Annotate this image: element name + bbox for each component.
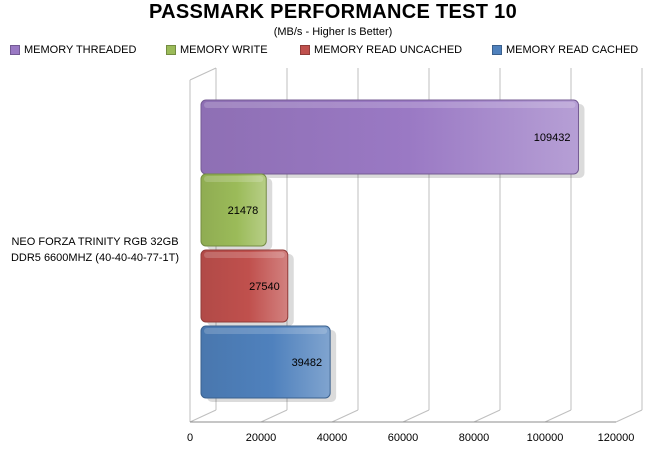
legend-item-memory-write: MEMORY WRITE — [166, 44, 268, 56]
data-label-memory-threaded: 109432 — [534, 132, 571, 144]
data-label-memory-read-cached: 39482 — [292, 357, 323, 369]
category-label-line-1: NEO FORZA TRINITY RGB 32GB — [11, 236, 179, 248]
x-tick-label: 60000 — [388, 432, 419, 444]
x-tick-label: 0 — [187, 432, 193, 444]
bar-highlight — [204, 252, 285, 258]
x-tick-label: 40000 — [317, 432, 348, 444]
x-tick-label: 120000 — [598, 432, 635, 444]
legend-label-memory-threaded: MEMORY THREADED — [24, 44, 137, 56]
gridline-depth — [260, 409, 288, 423]
legend-item-memory-threaded: MEMORY THREADED — [10, 44, 136, 56]
x-tick-label: 20000 — [246, 432, 277, 444]
labels-layer: 0 20000 40000 60000 80000 100000 120000 109432 2… — [187, 132, 634, 444]
legend-label-memory-write: MEMORY WRITE — [180, 44, 268, 56]
bar-memory-write — [200, 173, 267, 247]
legend-label-memory-read-uncached: MEMORY READ UNCACHED — [314, 44, 463, 56]
gridline-depth — [331, 409, 359, 423]
x-tick-label: 100000 — [527, 432, 564, 444]
gridline-depth — [615, 409, 643, 423]
bar-highlight — [204, 176, 264, 182]
gridline-depth — [473, 409, 501, 423]
x-tick-label: 80000 — [459, 432, 490, 444]
bars-layer — [200, 99, 585, 402]
bar-highlight — [204, 328, 328, 334]
gridline-depth — [544, 409, 572, 423]
category-label-line-2: DDR5 6600MHZ (40-40-40-77-1T) — [10, 252, 180, 264]
legend-item-memory-read-uncached: MEMORY READ UNCACHED — [300, 44, 462, 56]
legend-swatch-memory-read-cached — [492, 45, 502, 55]
chart-subtitle: (MB/s - Higher Is Better) — [273, 26, 393, 38]
legend-swatch-memory-write — [166, 45, 176, 55]
gridline-depth — [402, 409, 430, 423]
data-label-memory-write: 21478 — [228, 205, 259, 217]
data-label-memory-read-uncached: 27540 — [249, 281, 280, 293]
bar-memory-read-cached — [200, 325, 331, 399]
bar-memory-threaded — [200, 99, 579, 175]
legend-label-memory-read-cached: MEMORY READ CACHED — [506, 44, 639, 56]
legend-swatch-memory-threaded — [10, 45, 20, 55]
legend: MEMORY THREADED MEMORY WRITE MEMORY READ… — [0, 44, 666, 60]
bar-memory-read-uncached — [200, 249, 289, 323]
legend-item-memory-read-cached: MEMORY READ CACHED — [492, 44, 638, 56]
legend-swatch-memory-read-uncached — [300, 45, 310, 55]
bar-highlight — [204, 102, 576, 108]
category-label: NEO FORZA TRINITY RGB 32GB DDR5 6600MHZ … — [4, 234, 186, 266]
gridline-depth — [189, 409, 217, 423]
left-wall-top-edge — [189, 67, 217, 81]
chart-title: PASSMARK PERFORMANCE TEST 10 — [148, 1, 518, 23]
